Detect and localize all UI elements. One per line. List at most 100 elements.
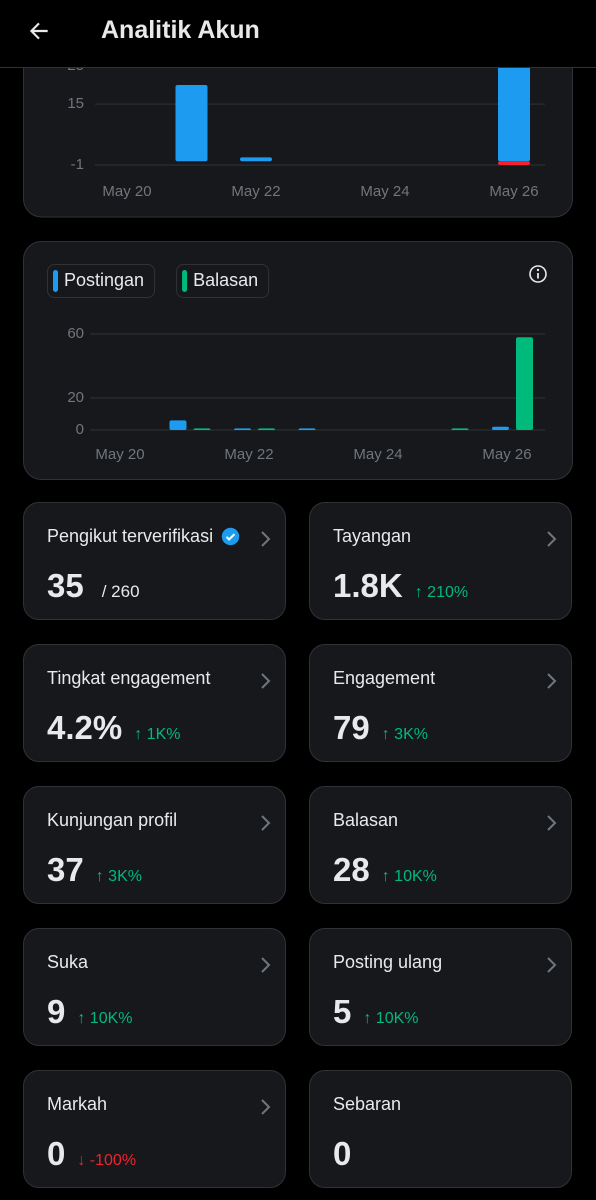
- legend-label: Balasan: [193, 270, 258, 290]
- page-title: Analitik Akun: [101, 16, 260, 44]
- stat-label-row: Suka: [47, 949, 262, 975]
- stat-label: Posting ulang: [333, 951, 443, 972]
- stat-label: Kunjungan profil: [47, 809, 178, 830]
- x-tick-label: May 20: [95, 446, 144, 463]
- y-tick-label: 0: [76, 421, 84, 438]
- stat-value-row: 0: [333, 1135, 548, 1173]
- stat-card[interactable]: Balasan 28 ↑ 10K%: [309, 786, 572, 904]
- stat-value: 1.8K: [333, 567, 403, 604]
- chevron: [259, 1098, 271, 1121]
- stat-label-row: Markah: [47, 1091, 262, 1117]
- bar: [258, 428, 275, 430]
- stats-grid: Pengikut terverifikasi 35 / 260 Tayangan 1.8…: [23, 502, 572, 1188]
- stat-label: Tayangan: [333, 525, 412, 546]
- stat-value: 79: [333, 709, 370, 746]
- stat-change: ↓ -100%: [77, 1152, 137, 1169]
- chevron: [259, 672, 271, 695]
- y-tick-label: -1: [71, 156, 84, 173]
- legend-item[interactable]: Postingan: [47, 264, 156, 298]
- stat-change: ↑ 3K%: [381, 726, 428, 743]
- stat-total: / 260: [101, 582, 140, 601]
- x-tick-label: May 24: [353, 446, 402, 463]
- stat-value: 9: [47, 993, 66, 1030]
- chevron: [259, 956, 271, 979]
- stat-label-row: Kunjungan profil: [47, 807, 262, 833]
- chevron: [545, 672, 557, 695]
- stat-card[interactable]: Posting ulang 5 ↑ 10K%: [309, 928, 572, 1046]
- bar: [298, 428, 316, 430]
- verified-badge: [221, 527, 240, 546]
- stat-label: Balasan: [333, 809, 399, 830]
- stat-label-row: Balasan: [333, 807, 548, 833]
- stat-value-row: 37 ↑ 3K%: [47, 851, 262, 889]
- stat-label-row: Sebaran: [333, 1091, 548, 1117]
- stat-value-row: 1.8K ↑ 210%: [333, 567, 548, 605]
- stat-card[interactable]: Tingkat engagement 4.2% ↑ 1K%: [23, 644, 286, 762]
- stat-card[interactable]: Tayangan 1.8K ↑ 210%: [309, 502, 572, 620]
- stat-value-row: 4.2% ↑ 1K%: [47, 709, 262, 747]
- bar: [451, 428, 469, 430]
- stat-change: ↑ 10K%: [363, 1010, 419, 1027]
- stat-value: 4.2%: [47, 709, 123, 746]
- y-tick-label: 60: [67, 325, 84, 342]
- stat-value-row: 79 ↑ 3K%: [333, 709, 548, 747]
- chevron: [545, 956, 557, 979]
- x-tick-label: May 22: [231, 183, 280, 200]
- info-icon[interactable]: [529, 265, 547, 283]
- stat-label: Pengikut terverifikasi: [47, 525, 214, 546]
- chevron: [545, 814, 557, 837]
- legend-item[interactable]: Balasan: [176, 264, 270, 298]
- stat-value: 35: [47, 567, 84, 604]
- stat-card[interactable]: Kunjungan profil 37 ↑ 3K%: [23, 786, 286, 904]
- x-tick-label: May 22: [224, 446, 273, 463]
- stat-change: ↑ 210%: [414, 584, 469, 601]
- x-tick-label: May 20: [102, 183, 151, 200]
- stat-label: Tingkat engagement: [47, 667, 211, 688]
- chevron: [259, 814, 271, 837]
- legend-box: [176, 264, 270, 298]
- stat-card[interactable]: Suka 9 ↑ 10K%: [23, 928, 286, 1046]
- stat-label-row: Pengikut terverifikasi: [47, 523, 262, 549]
- legend-swatch: [53, 270, 58, 292]
- stat-card: Sebaran 0: [309, 1070, 572, 1188]
- chevron: [545, 530, 557, 553]
- x-tick-label: May 24: [360, 183, 409, 200]
- stat-label-row: Posting ulang: [333, 949, 548, 975]
- bar: [492, 426, 509, 430]
- stat-label-row: Engagement: [333, 665, 548, 691]
- chevron: [259, 530, 271, 553]
- stat-change: ↑ 10K%: [77, 1010, 133, 1027]
- y-tick-label: 15: [67, 95, 84, 112]
- stat-change: ↑ 10K%: [381, 868, 437, 885]
- stat-label: Suka: [47, 951, 89, 972]
- stat-card[interactable]: Markah 0 ↓ -100%: [23, 1070, 286, 1188]
- stat-label: Engagement: [333, 667, 436, 688]
- stat-value-row: 0 ↓ -100%: [47, 1135, 262, 1173]
- stat-value: 0: [333, 1135, 352, 1172]
- stat-value: 37: [47, 851, 84, 888]
- x-tick-label: May 26: [482, 446, 531, 463]
- stat-value: 5: [333, 993, 352, 1030]
- stat-value-row: 35 / 260: [47, 567, 262, 605]
- stat-value-row: 9 ↑ 10K%: [47, 993, 262, 1031]
- stat-value: 28: [333, 851, 370, 888]
- bar: [498, 161, 530, 165]
- stat-label: Sebaran: [333, 1093, 402, 1114]
- stat-label-row: Tayangan: [333, 523, 548, 549]
- stat-value: 0: [47, 1135, 66, 1172]
- stat-card[interactable]: Engagement 79 ↑ 3K%: [309, 644, 572, 762]
- legend-box: [47, 264, 156, 298]
- x-tick-label: May 26: [489, 183, 538, 200]
- back-button[interactable]: [26, 18, 52, 44]
- bar: [193, 428, 211, 430]
- bar: [516, 337, 533, 430]
- stat-card[interactable]: Pengikut terverifikasi 35 / 260: [23, 502, 286, 620]
- stat-change: ↑ 3K%: [95, 868, 142, 885]
- bar: [240, 157, 272, 162]
- stat-label-row: Tingkat engagement: [47, 665, 262, 691]
- legend-swatch: [182, 270, 188, 292]
- bar: [175, 85, 208, 162]
- bar: [498, 54, 530, 162]
